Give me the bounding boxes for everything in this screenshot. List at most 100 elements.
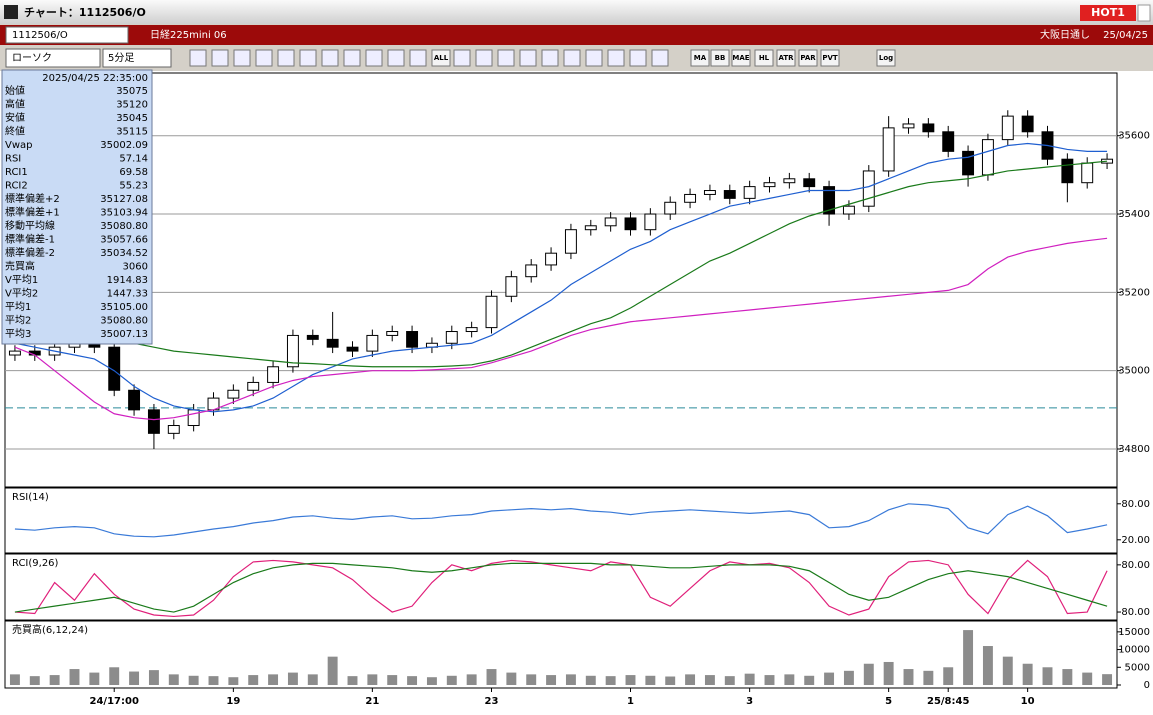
toolbar-button-label[interactable]: Log: [879, 54, 893, 62]
volume-bar: [744, 673, 755, 685]
volume-bar: [1022, 663, 1033, 685]
candle-body: [743, 186, 756, 199]
toolbar-button-label[interactable]: MAE: [732, 54, 749, 62]
info-value: 35002.09: [100, 140, 148, 151]
toolbar-icon[interactable]: [365, 49, 383, 67]
volume-bar: [665, 676, 676, 685]
interval-select[interactable]: [102, 48, 172, 68]
volume-bar: [347, 676, 358, 685]
volume-bar: [585, 675, 596, 685]
hot-button[interactable]: [1080, 5, 1136, 21]
volume-bar: [486, 669, 497, 685]
series-line: [14, 142, 1108, 413]
toolbar-icon[interactable]: [277, 49, 295, 67]
toolbar-icon[interactable]: [321, 49, 339, 67]
toolbar-button-label[interactable]: ATR: [778, 54, 794, 62]
y-tick-label: 80.00: [1121, 560, 1150, 571]
volume-bar: [208, 676, 219, 685]
volume-bar: [506, 672, 517, 685]
series-line: [14, 562, 1108, 613]
toolbar-button[interactable]: [776, 49, 796, 67]
volume-bar: [625, 675, 636, 685]
info-label: 安値: [5, 111, 25, 124]
y-tick-label: 35000: [1118, 366, 1150, 377]
volume-bar: [843, 670, 854, 685]
volume-bar: [109, 667, 120, 685]
x-tick-label: 5: [885, 696, 892, 707]
toolbar-icon[interactable]: [387, 49, 405, 67]
toolbar-icon[interactable]: [629, 49, 647, 67]
toolbar-icon[interactable]: [233, 49, 251, 67]
info-label: 平均1: [5, 301, 31, 313]
info-label: 標準偏差+1: [5, 206, 60, 219]
x-tick-label: 3: [746, 696, 753, 707]
toolbar-icon[interactable]: [343, 49, 361, 67]
toolbar-button[interactable]: [820, 49, 840, 67]
volume-bar: [526, 674, 537, 685]
toolbar-icon[interactable]: [607, 49, 625, 67]
volume-bar: [148, 670, 159, 685]
volume-bar: [367, 674, 378, 685]
symbol-select[interactable]: [5, 26, 129, 44]
y-tick-label: 35400: [1118, 209, 1150, 220]
toolbar-button-label[interactable]: MA: [694, 54, 707, 62]
toolbar-icon[interactable]: [475, 49, 493, 67]
y-tick-label: 5000: [1125, 662, 1150, 673]
toolbar-icon[interactable]: [453, 49, 471, 67]
toolbar-icon[interactable]: [255, 49, 273, 67]
volume-bar: [943, 667, 954, 685]
toolbar-button[interactable]: [710, 49, 730, 67]
candle-body: [922, 123, 935, 133]
info-value: 55.23: [119, 181, 148, 192]
info-value: 35057.66: [100, 235, 148, 246]
volume-bar: [49, 675, 60, 685]
toolbar-icon[interactable]: [211, 49, 229, 67]
candle-body: [664, 201, 677, 215]
toolbar-button[interactable]: [690, 49, 710, 67]
toolbar-button[interactable]: [876, 49, 896, 67]
y-tick-label: 80.00: [1121, 499, 1150, 510]
toolbar-icon[interactable]: [563, 49, 581, 67]
info-value: 57.14: [119, 154, 148, 165]
info-label: 移動平均線: [5, 219, 55, 232]
toolbar-button-label[interactable]: HL: [759, 54, 770, 62]
toolbar-button[interactable]: [431, 49, 451, 67]
x-tick-label: 23: [485, 696, 499, 707]
volume-bar: [29, 676, 40, 685]
candle-body: [942, 131, 955, 152]
volume-bar: [228, 677, 239, 685]
toolbar-icon[interactable]: [585, 49, 603, 67]
interval[interactable]: 5分足: [108, 52, 134, 64]
candle-body: [684, 193, 697, 203]
toolbar-button-label[interactable]: PAR: [800, 54, 816, 62]
hot-label[interactable]: HOT1: [1091, 6, 1125, 19]
toolbar-icon[interactable]: [409, 49, 427, 67]
candle-body: [1081, 162, 1094, 184]
info-label: Vwap: [5, 140, 33, 151]
toolbar-icon[interactable]: [541, 49, 559, 67]
info-label: RSI: [5, 154, 21, 165]
info-value: 35103.94: [100, 208, 148, 219]
toolbar-icon[interactable]: [651, 49, 669, 67]
toolbar-icon[interactable]: [497, 49, 515, 67]
toolbar-icon[interactable]: [299, 49, 317, 67]
chart-style[interactable]: ローソク: [12, 52, 52, 64]
volume-bar: [287, 672, 298, 685]
toolbar-button-label[interactable]: ALL: [434, 54, 449, 62]
candle-body: [902, 123, 915, 129]
symbol-code[interactable]: 1112506/O: [12, 30, 68, 41]
toolbar-icon[interactable]: [189, 49, 207, 67]
toolbar-button-label[interactable]: BB: [715, 54, 726, 62]
toolbar-icon[interactable]: [519, 49, 537, 67]
info-value: 35045: [116, 113, 148, 124]
toolbar-button[interactable]: [754, 49, 774, 67]
candle-body: [823, 186, 836, 215]
x-tick-label: 1: [627, 696, 634, 707]
close-button[interactable]: [1137, 4, 1151, 22]
info-value: 1447.33: [107, 289, 148, 300]
style-select[interactable]: [5, 48, 101, 68]
volume-bar: [466, 674, 477, 685]
toolbar-button[interactable]: [731, 49, 751, 67]
toolbar-button[interactable]: [798, 49, 818, 67]
toolbar-button-label[interactable]: PVT: [822, 54, 838, 62]
